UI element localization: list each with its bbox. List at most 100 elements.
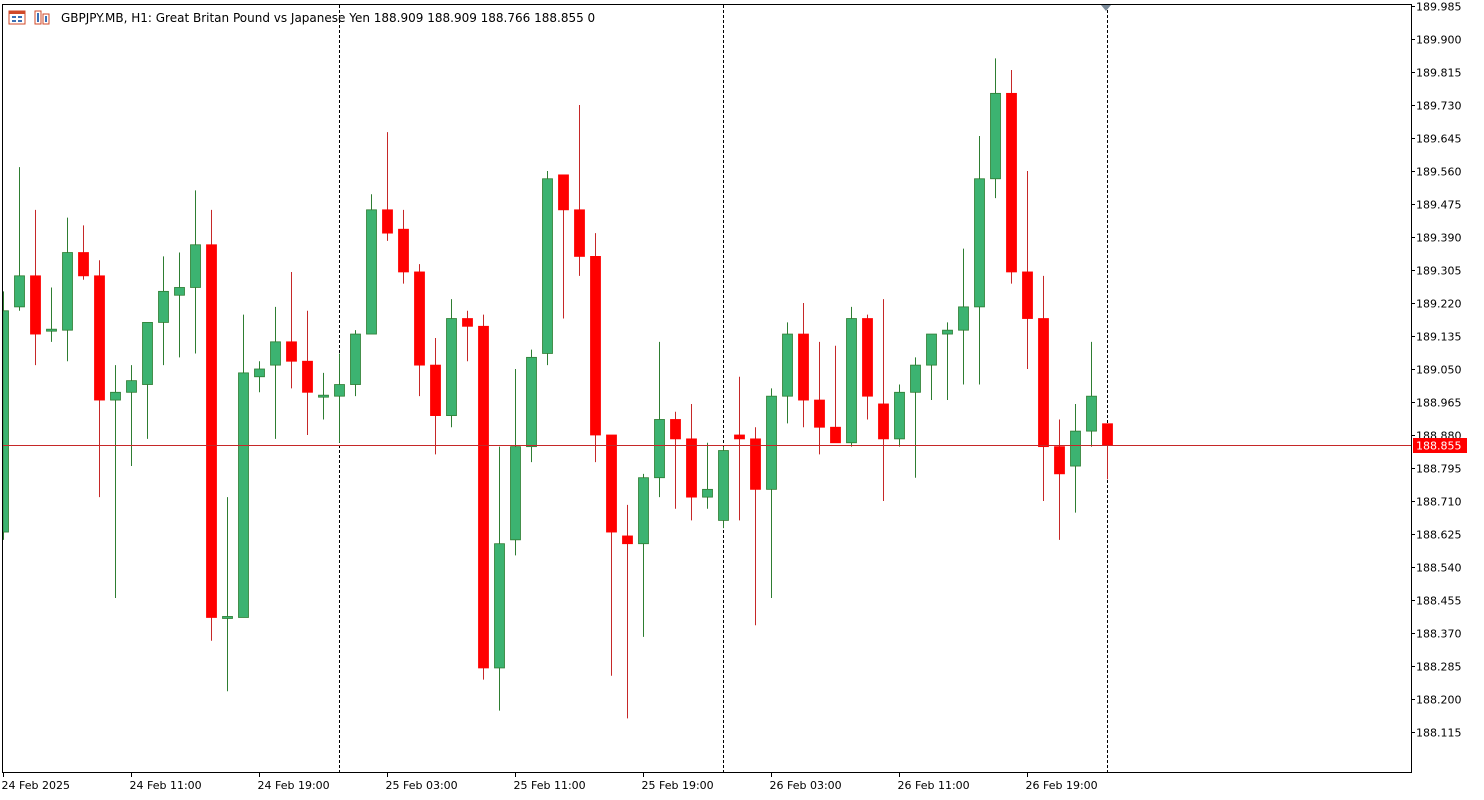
candle[interactable] [734, 376, 745, 521]
candle[interactable] [830, 345, 841, 444]
candle[interactable] [558, 174, 569, 319]
candle[interactable] [254, 361, 265, 393]
candle[interactable] [798, 303, 809, 428]
candle-body-bearish [558, 174, 569, 211]
candle-body-bullish [894, 391, 905, 440]
candle[interactable] [414, 264, 425, 397]
candle[interactable] [846, 306, 857, 447]
candles[interactable] [2, 58, 1113, 719]
candle[interactable] [126, 365, 137, 467]
candle[interactable] [1070, 403, 1081, 513]
candle[interactable] [766, 388, 777, 599]
time-axis-label: 24 Feb 2025 [2, 779, 70, 792]
candle[interactable] [606, 434, 617, 676]
price-axis-label: 188.115 [1416, 727, 1462, 740]
candle[interactable] [190, 190, 201, 354]
candle[interactable] [862, 314, 873, 420]
chart-shift-marker-icon[interactable] [1101, 5, 1111, 11]
symbol-name: GBPJPY.MB [61, 11, 124, 25]
candle[interactable] [718, 446, 729, 529]
candle[interactable] [1054, 419, 1065, 540]
candle[interactable] [494, 446, 505, 711]
candle[interactable] [542, 171, 553, 366]
candle-body-bullish [974, 178, 985, 308]
candle[interactable] [510, 369, 521, 556]
candle[interactable] [622, 504, 633, 719]
candle[interactable] [318, 372, 329, 420]
candle[interactable] [702, 442, 713, 509]
candle-body-bullish [910, 364, 921, 393]
candle[interactable] [526, 349, 537, 463]
candle[interactable] [942, 322, 953, 401]
candle[interactable] [30, 209, 41, 366]
candle[interactable] [14, 167, 25, 311]
candle[interactable] [974, 136, 985, 385]
candle[interactable] [990, 58, 1001, 199]
candle[interactable] [894, 384, 905, 447]
candle[interactable] [478, 314, 489, 680]
candle[interactable] [158, 256, 169, 366]
candle[interactable] [1102, 423, 1113, 480]
candle[interactable] [750, 427, 761, 626]
candle[interactable] [366, 194, 377, 335]
price-axis-label: 188.965 [1416, 397, 1462, 410]
candle-body-bullish [222, 616, 233, 619]
candle-body-bullish [542, 178, 553, 354]
candle[interactable] [78, 225, 89, 280]
price-axis-label: 188.370 [1416, 628, 1462, 641]
candle[interactable] [1038, 275, 1049, 501]
candle[interactable] [910, 357, 921, 478]
candle[interactable] [302, 310, 313, 435]
candle[interactable] [958, 248, 969, 385]
candle[interactable] [446, 299, 457, 428]
candle[interactable] [382, 132, 393, 241]
candle[interactable] [686, 403, 697, 521]
window-menu-icon[interactable] [8, 10, 26, 25]
candle[interactable] [398, 209, 409, 284]
price-axis-label: 189.390 [1416, 232, 1462, 245]
candle[interactable] [590, 233, 601, 463]
candle[interactable] [334, 353, 345, 443]
candle[interactable] [1022, 171, 1033, 369]
candle[interactable] [926, 333, 937, 401]
candle-body-bearish [750, 438, 761, 490]
candle[interactable] [1006, 70, 1017, 284]
candle[interactable] [654, 341, 665, 498]
candle[interactable] [46, 287, 57, 342]
candle-body-bullish [14, 275, 25, 308]
candle[interactable] [206, 209, 217, 641]
candle[interactable] [1086, 341, 1097, 447]
candle[interactable] [238, 314, 249, 618]
candle[interactable] [430, 337, 441, 455]
chart-header: GBPJPY.MB, H1: Great Britan Pound vs Jap… [8, 10, 595, 25]
time-axis[interactable]: 24 Feb 2025 24 Feb 11:00 24 Feb 19:00 25 Fe… [2, 772, 1098, 792]
candle[interactable] [62, 217, 73, 362]
candle-body-bullish [1070, 430, 1081, 467]
candle[interactable] [350, 330, 361, 397]
candle[interactable] [462, 310, 473, 362]
candle[interactable] [286, 271, 297, 389]
candle[interactable] [782, 322, 793, 424]
candle[interactable] [670, 411, 681, 509]
candle-body-bullish [494, 543, 505, 669]
price-axis[interactable]: 189.985 189.900 189.815 189.730 189.645 189.5… [1411, 1, 1462, 740]
candle[interactable] [110, 365, 121, 599]
candle-body-bearish [462, 318, 473, 327]
candle[interactable] [814, 341, 825, 455]
candle[interactable] [174, 252, 185, 358]
candle-body-bearish [734, 434, 745, 440]
candle-body-bearish [414, 271, 425, 366]
candle[interactable] [94, 260, 105, 498]
candle[interactable] [2, 291, 9, 540]
candle[interactable] [878, 299, 889, 501]
time-axis-label: 26 Feb 03:00 [770, 779, 842, 792]
candle[interactable] [270, 306, 281, 439]
candle[interactable] [222, 497, 233, 692]
candle[interactable] [574, 105, 585, 276]
candle[interactable] [638, 473, 649, 637]
candle-body-bearish [606, 434, 617, 533]
candle[interactable] [142, 322, 153, 439]
chart-bars-icon[interactable] [34, 10, 50, 25]
